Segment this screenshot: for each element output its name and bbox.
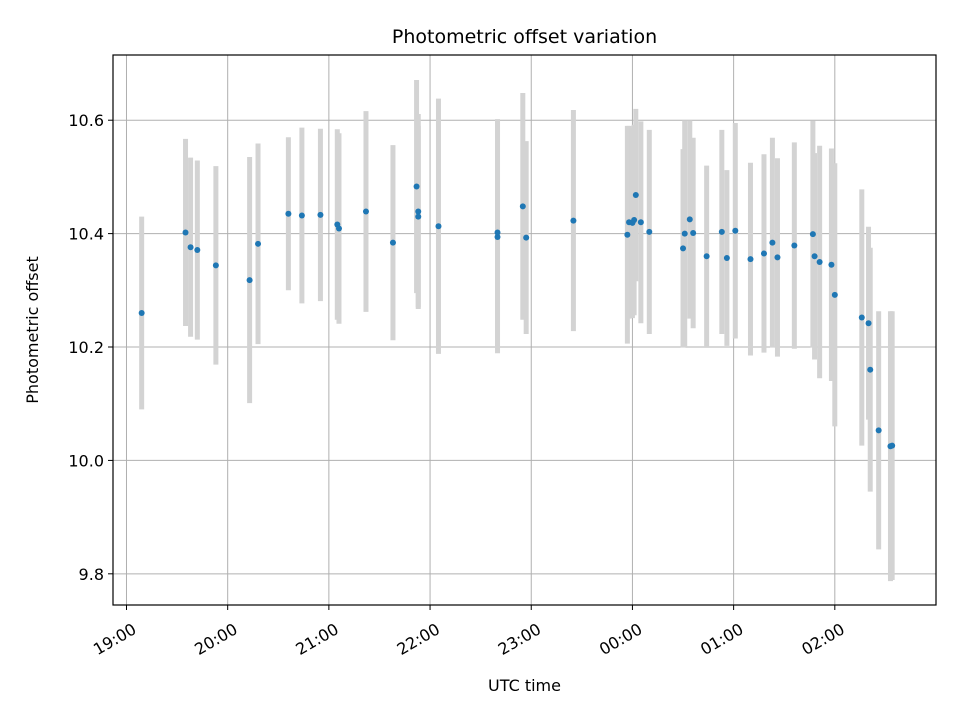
y-axis-label: Photometric offset <box>23 256 42 404</box>
data-point <box>760 250 767 257</box>
data-point <box>194 247 201 254</box>
data-point <box>570 217 577 224</box>
data-point <box>686 216 693 223</box>
plot-area-frame <box>112 54 937 606</box>
data-point <box>624 231 631 238</box>
data-point <box>875 427 882 434</box>
data-point <box>646 228 653 235</box>
data-point <box>413 183 420 190</box>
data-point <box>255 240 262 247</box>
data-point <box>791 242 798 249</box>
y-tick-label: 10.2 <box>68 338 104 357</box>
data-point <box>811 253 818 260</box>
data-point <box>774 254 781 261</box>
data-point <box>415 213 422 220</box>
data-point <box>747 256 754 263</box>
grid <box>113 55 936 605</box>
data-point <box>362 208 369 215</box>
data-point <box>523 234 530 241</box>
data-point <box>703 253 710 260</box>
data-point <box>865 320 872 327</box>
data-point <box>858 314 865 321</box>
x-axis-label: UTC time <box>488 676 561 695</box>
data-point <box>631 217 638 223</box>
data-point <box>285 210 292 217</box>
chart-title: Photometric offset variation <box>392 26 657 48</box>
data-point <box>831 291 838 298</box>
data-point <box>298 212 305 219</box>
data-point <box>317 211 324 218</box>
data-point <box>212 262 219 269</box>
data-point <box>732 227 739 234</box>
y-tick-label: 9.8 <box>79 565 104 584</box>
data-point <box>435 223 442 230</box>
data-point <box>690 230 697 237</box>
y-tick-label: 10.4 <box>68 225 104 244</box>
data-point <box>867 366 874 373</box>
data-point <box>494 229 501 236</box>
data-points <box>138 183 896 450</box>
data-point <box>335 225 342 232</box>
y-tick-label: 10.0 <box>68 451 104 470</box>
data-point <box>182 229 189 236</box>
data-point <box>637 219 644 226</box>
data-point <box>494 234 501 241</box>
data-point <box>187 244 194 251</box>
data-point <box>809 231 816 238</box>
y-axis-ticks: 9.8 10.0 10.2 10.4 10.6 <box>68 111 113 584</box>
data-point <box>723 254 730 261</box>
data-point <box>519 203 526 210</box>
data-point <box>246 277 253 284</box>
data-point <box>680 245 687 252</box>
data-point <box>816 258 823 265</box>
data-point <box>138 309 145 316</box>
data-point <box>889 442 896 449</box>
data-point <box>718 228 725 235</box>
data-point <box>828 261 835 268</box>
data-point <box>415 208 422 215</box>
data-point <box>389 239 396 246</box>
y-tick-label: 10.6 <box>68 111 104 130</box>
data-point <box>632 192 639 199</box>
data-point <box>681 230 688 237</box>
data-point <box>769 239 776 246</box>
